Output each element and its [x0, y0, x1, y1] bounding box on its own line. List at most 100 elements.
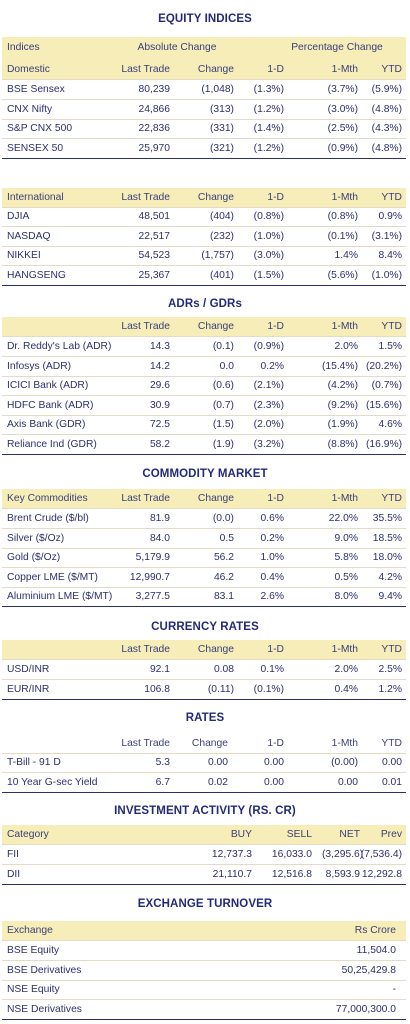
cell-value: 54,523 [138, 250, 171, 262]
table-row: Gold ($/Oz) 5,179.9 56.2 1.0% 5.8% 18.0% [2, 548, 406, 569]
table-row: USD/INR 92.1 0.08 0.1% 2.0% 2.5% [2, 660, 406, 680]
column-header: YTD [381, 644, 402, 655]
column-header: Indices [7, 42, 40, 53]
cell-value: 50,25,429.8 [341, 964, 396, 976]
row-label: Gold ($/Oz) [7, 552, 61, 564]
cell-value: 80,239 [138, 84, 171, 95]
exchange-turnover-title: EXCHANGE TURNOVER [137, 898, 273, 910]
cell-value: 22.0% [328, 513, 358, 524]
cell-value: 14.2 [149, 360, 170, 372]
cell-value: (1,757) [201, 250, 234, 262]
column-header: Last Trade [121, 644, 170, 655]
column-header: Key Commodities [7, 493, 88, 504]
rates-title: RATES [185, 712, 225, 724]
cell-value: (4.8%) [371, 103, 402, 115]
cell-value: (1,048) [201, 84, 234, 95]
row-label: CNX Nifty [7, 103, 53, 115]
cell-value: 48,501 [138, 211, 171, 222]
cell-value: (1.0%) [371, 269, 402, 281]
row-label: NIKKEI [7, 250, 41, 262]
cell-value: 12,292.8 [361, 868, 402, 880]
cell-value: (4.8%) [371, 142, 402, 154]
column-header: YTD [381, 192, 402, 203]
cell-value: (1.2%) [253, 142, 284, 154]
cell-value: 22,517 [138, 230, 171, 242]
investment-activity-title: INVESTMENT ACTIVITY (RS. CR) [114, 805, 296, 817]
column-header: 1-Mth [331, 321, 358, 332]
cell-value: (2.1%) [253, 380, 284, 392]
table-row: Reliance Ind (GDR) 58.2 (1.9) (3.2%) (8.8%) (… [2, 435, 406, 455]
row-label: Brent Crude ($/bl) [7, 513, 89, 524]
cell-value: 29.6 [149, 380, 170, 392]
row-label: FII [7, 849, 20, 860]
cell-value: 77,000,300.0 [335, 1003, 396, 1015]
cell-value: (3.0%) [253, 250, 284, 262]
column-header: Domestic [7, 64, 50, 75]
cell-value: (3.1%) [371, 230, 402, 242]
cell-value: 56.2 [213, 552, 234, 564]
cell-value: (313) [209, 103, 234, 115]
cell-value: 1.0% [260, 552, 284, 564]
column-header: 1-D [267, 644, 284, 655]
cell-value: 0.00 [381, 757, 402, 768]
cell-value: 0.01 [381, 776, 402, 788]
row-label: EUR/INR [7, 683, 50, 695]
cell-value: 4.2% [378, 571, 402, 583]
cell-value: (2.0%) [253, 419, 284, 431]
table-row: DII 21,110.7 12,516.8 8,593.9 12,292.8 [2, 865, 406, 885]
column-header: Rs Crore [354, 925, 396, 936]
cell-value: 5.3 [155, 757, 170, 768]
cell-value: (0.7) [212, 399, 234, 411]
cell-value: (5.6%) [327, 269, 358, 281]
cell-value: 35.5% [372, 513, 402, 524]
column-header: Exchange [7, 925, 53, 936]
column-header: 1-D [267, 321, 284, 332]
cell-value: (0.1%) [253, 683, 284, 695]
cell-value: 2.6% [260, 591, 284, 603]
international-header: International Last Trade Change 1-D 1-Mth YTD [2, 188, 406, 208]
cell-value: (232) [209, 230, 234, 242]
cell-value: 0.00 [337, 776, 358, 788]
table-row: Silver ($/Oz) 84.0 0.5 0.2% 9.0% 18.5% [2, 529, 406, 549]
table-row: Axis Bank (GDR) 72.5 (1.5) (2.0%) (1.9%) 4.6% [2, 415, 406, 436]
row-label: BSE Equity [7, 945, 60, 956]
table-row: Aluminium LME ($/MT) 3,277.5 83.1 2.6% 8.0% 9… [2, 587, 406, 608]
turnover-header-band [2, 921, 406, 941]
table-row: ICICI Bank (ADR) 29.6 (0.6) (2.1%) (4.2%) (0.… [2, 376, 406, 397]
cell-value: (2.5%) [327, 123, 358, 135]
cell-value: (3.2%) [253, 439, 284, 450]
row-label: HANGSENG [7, 269, 66, 281]
cell-value: 1.5% [378, 341, 402, 352]
cell-value: 46.2 [213, 571, 234, 583]
cell-value: 12,990.7 [129, 571, 170, 583]
column-header: Change [197, 321, 234, 332]
cell-value: 0.4% [260, 571, 284, 583]
cell-value: 0.02 [207, 776, 228, 788]
column-header: Last Trade [121, 192, 170, 203]
row-label: DII [7, 868, 21, 880]
cell-value: (4.3%) [371, 123, 402, 135]
cell-value: (15.4%) [321, 360, 358, 372]
cell-value: (1.5) [212, 419, 234, 431]
cell-value: 0.4% [334, 683, 358, 695]
table-row: NSE Derivatives 77,000,300.0 [2, 1000, 406, 1020]
row-label: USD/INR [7, 664, 50, 675]
row-label: S&P CNX 500 [7, 123, 73, 135]
cell-value: (0.6) [212, 380, 234, 392]
adr-header: Last Trade Change 1-D 1-Mth YTD [2, 317, 406, 337]
cell-value: - [392, 984, 396, 996]
cell-value: 8.4% [378, 250, 402, 262]
currency-header-band [2, 640, 406, 660]
cell-value: 0.5 [219, 532, 234, 544]
cell-value: 11,504.0 [356, 945, 396, 956]
table-row: HANGSENG 25,367 (401) (1.5%) (5.6%) (1.0%) [2, 266, 406, 286]
column-header: 1-Mth [331, 493, 358, 504]
cell-value: 1.2% [378, 683, 402, 695]
cell-value: 6.7 [155, 776, 170, 788]
table-row: HDFC Bank (ADR) 30.9 (0.7) (2.3%) (9.2%) (15.… [2, 396, 406, 416]
row-label: Reliance Ind (GDR) [7, 439, 97, 450]
table-row: S&P CNX 500 22,836 (331) (1.4%) (2.5%) (4.3%) [2, 119, 406, 140]
cell-value: 0.00 [263, 757, 284, 768]
column-header: Last Trade [121, 493, 170, 504]
cell-value: 30.9 [149, 399, 170, 411]
